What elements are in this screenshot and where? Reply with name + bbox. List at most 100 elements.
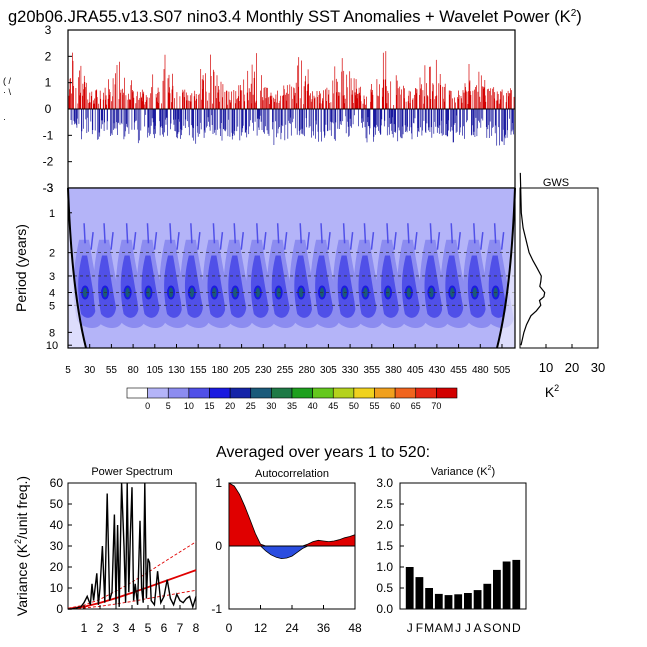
sst-y-tick-label: -1 (43, 128, 54, 142)
blob-whisker (233, 223, 244, 250)
blob-whisker (342, 223, 354, 250)
acf-y-tick-label: 0 (215, 539, 222, 553)
colorbar-label: 40 (308, 401, 318, 411)
variance-x-label: J (407, 621, 413, 635)
blob-peak (429, 287, 434, 298)
ps-y-tick-label: 20 (50, 560, 64, 574)
sst-anomaly-panel: 3 2 1 0 -1 -2 -3 (43, 23, 516, 195)
ps-y-axis: 0 10 20 30 40 50 60 (50, 476, 72, 616)
power-spectrum-y-label: Variance (K2/unit freq.) (13, 476, 30, 616)
edge-mark: · \ (3, 87, 11, 97)
wavelet-x-tick-label: 155 (190, 365, 207, 376)
wavelet-x-tick-label: 330 (342, 365, 359, 376)
blob-whisker (103, 223, 114, 250)
gws-curve (519, 172, 546, 346)
coi-line-right (496, 187, 516, 349)
blob-whisker (493, 223, 505, 250)
blob-whisker (125, 223, 137, 250)
variance-x-label: M (443, 621, 453, 635)
autocorrelation-title: Autocorrelation (255, 468, 329, 480)
colorbar-label: 20 (225, 401, 235, 411)
wavelet-x-tick-label: 480 (472, 365, 489, 376)
blob-whisker (190, 223, 201, 250)
gws-title: GWS (543, 177, 569, 189)
variance-x-label: M (424, 621, 434, 635)
variance-bar (444, 595, 453, 609)
ps-x-tick-label: 5 (145, 621, 152, 635)
ps-x-tick-label: 4 (129, 621, 136, 635)
red-noise-fit (67, 569, 197, 610)
colorbar-swatch (250, 387, 272, 399)
blob-peak (406, 287, 412, 298)
wavelet-x-tick-label: 255 (277, 365, 294, 376)
colorbar-label: 10 (184, 401, 194, 411)
blob-whisker (212, 223, 224, 250)
wavelet-x-tick-label: 280 (298, 365, 315, 376)
gws-x-tick-label: 30 (591, 360, 605, 375)
figure-title: g20b06.JRA55.v13.S07 nino3.4 Monthly SST… (8, 8, 582, 26)
variance-title: Variance (K2) (431, 465, 495, 478)
wavelet-blob (180, 223, 210, 329)
wavelet-blob (353, 223, 384, 329)
variance-y-tick-label: 1.5 (376, 539, 393, 553)
colorbar-label: 15 (204, 401, 214, 411)
gws-x-axis: 10 20 30 (539, 344, 605, 375)
sst-positive-anomalies (68, 51, 515, 109)
sst-negative-anomalies (70, 109, 514, 146)
wavelet-x-tick-label: 305 (320, 365, 337, 376)
ps-y-tick-label: 10 (50, 581, 64, 595)
autocorrelation-panel: Autocorrelation 0 12 24 36 48 1 0 -1 (211, 468, 362, 635)
sst-y-tick-label: 3 (45, 23, 52, 37)
blob-whisker (169, 223, 180, 250)
blob-whisker (407, 223, 418, 250)
colorbar-swatch (332, 387, 355, 399)
acf-x-tick-label: 0 (226, 621, 233, 635)
wavelet-y-tick-label: 4 (49, 287, 55, 299)
variance-bars (405, 559, 521, 609)
wavelet-x-tick-label: 205 (233, 365, 250, 376)
wavelet-y-axis: 1 2 3 45 810 -3 (43, 181, 72, 352)
colorbar-swatch (436, 387, 458, 399)
wavelet-blob (440, 223, 471, 329)
wavelet-x-tick-label: 130 (168, 365, 185, 376)
blob-peak (189, 287, 195, 298)
wavelet-x-tick-label: 430 (429, 365, 446, 376)
variance-bar (473, 590, 482, 609)
colorbar-swatch (415, 387, 437, 399)
acf-y-axis: 1 0 -1 (211, 476, 233, 616)
variance-y-axis: 3.0 2.5 2.0 1.5 1.0 0.5 0.0 (376, 476, 404, 616)
blob-whisker (83, 223, 94, 250)
variance-x-label: A (435, 621, 443, 635)
wavelet-x-tick-label: 505 (494, 365, 511, 376)
edge-mark: ( / (3, 76, 11, 86)
variance-bar (512, 559, 521, 609)
colorbar-label: 30 (266, 401, 276, 411)
colorbar-label: 60 (390, 401, 400, 411)
variance-x-label: J (465, 621, 471, 635)
blob-whisker (320, 223, 331, 250)
variance-x-label: F (416, 621, 423, 635)
wavelet-power-blobs (73, 223, 514, 329)
variance-bar (502, 561, 511, 609)
variance-bar (483, 583, 492, 609)
wavelet-y-label: Period (years) (13, 224, 29, 312)
colorbar-label: 5 (166, 401, 171, 411)
wavelet-x-tick-label: 455 (450, 365, 467, 376)
sst-y-tick-label: 2 (45, 49, 52, 63)
gws-panel: GWS 10 20 30 K2 (519, 172, 605, 400)
sst-y-tick-label: 0 (45, 102, 52, 116)
blob-peak (82, 287, 88, 298)
colorbar-swatch (167, 387, 190, 399)
acf-y-tick-label: 1 (215, 476, 222, 490)
wavelet-blob (397, 223, 427, 329)
sst-y-tick-label: -3 (43, 181, 54, 195)
blob-peak (233, 287, 238, 298)
wavelet-x-tick-label: 230 (255, 365, 272, 376)
acf-x-axis: 0 12 24 36 48 (226, 605, 362, 635)
cone-of-influence-right (497, 188, 515, 348)
variance-y-tick-label: 2.5 (376, 497, 393, 511)
